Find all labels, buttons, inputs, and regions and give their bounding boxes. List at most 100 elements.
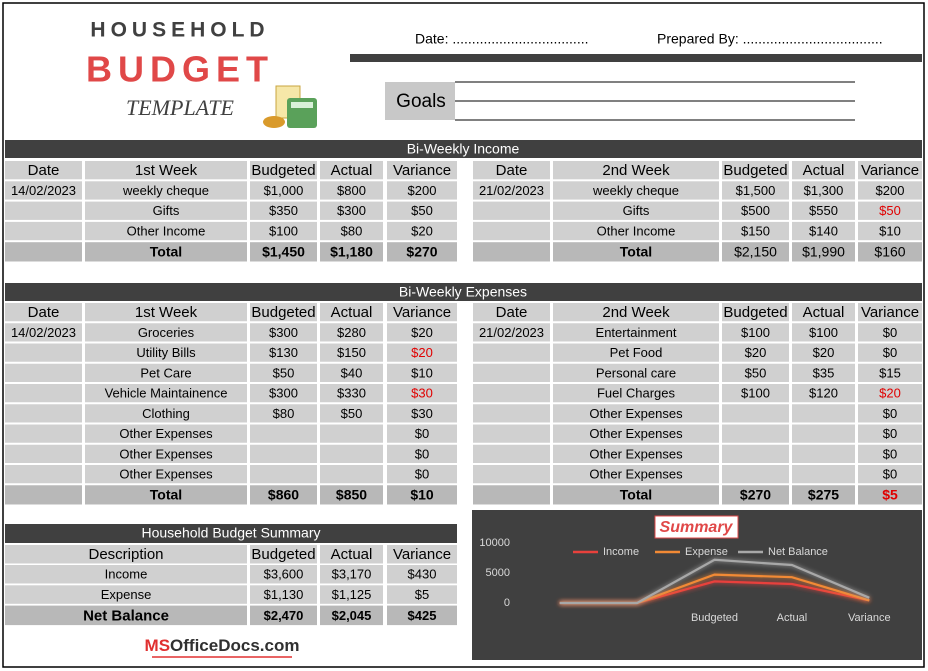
cell bbox=[553, 404, 719, 423]
cell bbox=[858, 201, 922, 220]
cell bbox=[858, 181, 922, 200]
cell bbox=[320, 605, 383, 626]
cell bbox=[858, 221, 922, 241]
cell bbox=[473, 384, 550, 403]
cell bbox=[250, 303, 317, 322]
cell bbox=[250, 545, 317, 564]
cell bbox=[387, 363, 457, 382]
cell bbox=[250, 323, 317, 342]
table-cell: Entertainment bbox=[596, 325, 677, 340]
cell bbox=[858, 242, 922, 262]
cell bbox=[5, 384, 82, 403]
cell bbox=[5, 181, 82, 200]
summary-title: Household Budget Summary bbox=[142, 525, 321, 541]
table-cell: $80 bbox=[273, 406, 295, 421]
table-cell: $120 bbox=[809, 386, 838, 401]
cell bbox=[5, 585, 247, 604]
cell bbox=[387, 485, 457, 505]
cell bbox=[387, 343, 457, 362]
cell bbox=[792, 404, 855, 423]
cell bbox=[722, 343, 789, 362]
table-cell: $15 bbox=[879, 365, 901, 380]
column-header: Date bbox=[496, 162, 528, 179]
cell bbox=[387, 242, 457, 262]
table-cell: Other Expenses bbox=[589, 406, 683, 421]
table-cell: $50 bbox=[411, 203, 433, 218]
title-sub: TEMPLATE bbox=[126, 95, 235, 120]
table-cell: Other Income bbox=[127, 223, 206, 238]
cell bbox=[320, 221, 383, 241]
cell bbox=[250, 605, 317, 626]
title-top: HOUSEHOLD bbox=[90, 19, 269, 42]
table-cell: Other Expenses bbox=[589, 467, 683, 482]
cell bbox=[250, 363, 317, 382]
cell bbox=[320, 424, 383, 443]
table-cell: Gifts bbox=[623, 203, 650, 218]
cell bbox=[473, 424, 550, 443]
table-cell: $80 bbox=[341, 223, 363, 238]
cell bbox=[250, 221, 317, 241]
cell bbox=[473, 181, 550, 200]
cell bbox=[5, 404, 82, 423]
cell bbox=[250, 585, 317, 604]
cell bbox=[85, 181, 247, 200]
table-cell: Fuel Charges bbox=[597, 386, 676, 401]
cell bbox=[553, 242, 719, 262]
total-cell: $1,180 bbox=[330, 244, 373, 260]
summary-cell: Net Balance bbox=[83, 607, 169, 624]
cell bbox=[792, 424, 855, 443]
table-cell: $20 bbox=[411, 223, 433, 238]
cell bbox=[473, 242, 550, 262]
column-header: Date bbox=[28, 304, 60, 321]
summary-cell: $2,045 bbox=[332, 608, 372, 623]
table-cell: $10 bbox=[411, 365, 433, 380]
table-cell: $20 bbox=[745, 345, 767, 360]
column-header: Date bbox=[28, 162, 60, 179]
table-cell: Other Expenses bbox=[119, 426, 213, 441]
cell bbox=[792, 384, 855, 403]
cell bbox=[250, 181, 317, 200]
column-header: Variance bbox=[393, 546, 451, 563]
column-header: Variance bbox=[861, 162, 919, 179]
cell bbox=[5, 323, 82, 342]
table-cell: $330 bbox=[337, 386, 366, 401]
table-cell: Other Expenses bbox=[589, 426, 683, 441]
table-cell: $0 bbox=[883, 467, 897, 482]
cell bbox=[320, 161, 383, 180]
cell bbox=[250, 242, 317, 262]
cell bbox=[473, 303, 550, 322]
column-header: Actual bbox=[331, 546, 373, 563]
legend-label: Net Balance bbox=[768, 546, 828, 558]
y-tick-label: 5000 bbox=[486, 567, 510, 579]
cell bbox=[387, 585, 457, 604]
cell bbox=[387, 323, 457, 342]
cell bbox=[553, 181, 719, 200]
summary-cell: $3,600 bbox=[264, 567, 304, 582]
table-cell: Other Income bbox=[597, 223, 676, 238]
cell bbox=[553, 161, 719, 180]
cell bbox=[792, 221, 855, 241]
legend-label: Expense bbox=[685, 546, 728, 558]
cell bbox=[387, 565, 457, 584]
cell bbox=[553, 485, 719, 505]
header-bar bbox=[350, 54, 922, 62]
total-cell: Total bbox=[150, 244, 182, 260]
cell bbox=[722, 363, 789, 382]
table-cell: $300 bbox=[269, 386, 298, 401]
cell bbox=[250, 565, 317, 584]
cell bbox=[250, 161, 317, 180]
summary-cell: $1,125 bbox=[332, 587, 372, 602]
column-header: Variance bbox=[393, 304, 451, 321]
icon-screen bbox=[291, 102, 313, 108]
cell bbox=[858, 485, 922, 505]
cell bbox=[5, 485, 82, 505]
date-field: Date: ..................................… bbox=[415, 31, 589, 47]
cell bbox=[722, 485, 789, 505]
cell bbox=[858, 161, 922, 180]
income-title-bar bbox=[5, 140, 922, 158]
total-cell: $1,990 bbox=[802, 244, 845, 260]
table-cell: weekly cheque bbox=[592, 183, 679, 198]
table-cell: Personal care bbox=[596, 365, 676, 380]
